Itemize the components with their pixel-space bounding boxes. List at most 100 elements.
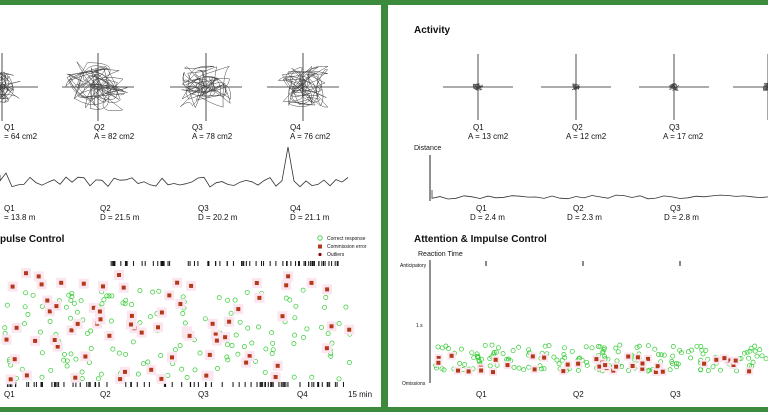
correct-response-point	[123, 351, 129, 357]
correct-response-point	[670, 344, 676, 349]
commission-error-point	[722, 356, 727, 361]
q1-distance: = 13.8 m	[4, 213, 36, 222]
commission-error-point	[660, 369, 665, 374]
commission-error-point	[280, 314, 285, 319]
correct-response-point	[244, 289, 250, 295]
commission-error-point	[603, 363, 608, 368]
correct-response-point	[233, 332, 239, 338]
commission-error-point	[329, 324, 334, 329]
commission-error-point	[635, 355, 640, 360]
movement-trajectory	[762, 82, 768, 92]
commission-error-point	[107, 333, 112, 338]
correct-response-point	[667, 367, 673, 373]
commission-error-point	[630, 364, 635, 368]
correct-response-point	[68, 297, 74, 303]
correct-response-point	[322, 304, 327, 310]
correct-response-point	[734, 368, 740, 374]
correct-response-point	[182, 320, 188, 326]
commission-error-point	[275, 363, 280, 368]
correct-response-point	[675, 361, 681, 367]
correct-response-point	[130, 339, 136, 345]
commission-error-point	[733, 358, 738, 363]
correct-response-point	[180, 311, 186, 316]
correct-response-point	[63, 304, 69, 310]
correct-response-point	[742, 350, 747, 356]
movement-trajectory	[65, 61, 128, 112]
commission-error-point	[36, 274, 41, 279]
correct-response-point	[626, 368, 631, 373]
commission-error-point	[284, 283, 289, 288]
correct-response-point	[744, 349, 750, 355]
commission-error-point	[714, 357, 719, 362]
correct-response-point	[101, 297, 107, 303]
correct-response-point	[192, 367, 198, 373]
q4-distance: D = 21.1 m	[290, 213, 330, 222]
commission-error-point	[614, 364, 619, 369]
correct-response-point	[336, 321, 342, 327]
correct-response-point	[526, 364, 532, 370]
attention-scatter	[433, 261, 768, 377]
legend-outlier-label: Outliers	[327, 252, 345, 258]
commission-error-point	[101, 284, 105, 289]
commission-error-point	[59, 280, 64, 285]
correct-response-point	[150, 289, 156, 295]
r-q3-distance-label: Q3	[670, 204, 681, 213]
commission-error-point	[117, 273, 121, 277]
correct-response-point	[541, 366, 547, 372]
correct-response-point	[494, 362, 500, 368]
correct-response-point	[705, 368, 711, 374]
correct-response-point	[37, 329, 43, 335]
correct-response-point	[21, 321, 27, 327]
correct-response-point	[253, 358, 258, 364]
activity-title: Activity	[414, 25, 451, 36]
left-report-panel: Q1 = 64 cm2 Q2 A = 82 cm2 Q3 A = 78 cm2 …	[0, 5, 381, 407]
movement-trajectory	[180, 65, 231, 109]
commission-error-point	[236, 307, 241, 312]
commission-error-point	[210, 321, 215, 326]
correct-response-point	[2, 325, 8, 331]
correct-response-point	[336, 376, 342, 382]
commission-error-point	[747, 369, 752, 374]
commission-error-point	[493, 357, 498, 362]
correct-response-point	[613, 345, 619, 351]
correct-response-point	[658, 352, 664, 358]
correct-response-point	[4, 302, 10, 308]
correct-response-point	[500, 351, 506, 357]
commission-error-point	[213, 332, 218, 337]
commission-error-point	[167, 293, 172, 298]
correct-response-point	[605, 356, 611, 362]
correct-response-point	[752, 348, 758, 354]
correct-response-point	[474, 353, 480, 359]
correct-response-point	[677, 347, 683, 353]
commission-error-point	[178, 302, 183, 306]
commission-error-point	[646, 356, 650, 361]
impulse-x-q4: Q4	[297, 390, 308, 399]
commission-error-point	[594, 357, 599, 362]
movement-trajectory	[668, 82, 680, 92]
distance-line	[0, 146, 349, 188]
r-q1-distance-label: Q1	[476, 204, 487, 213]
correct-response-point	[61, 357, 67, 363]
correct-response-point	[74, 309, 80, 315]
commission-error-point	[576, 361, 581, 366]
correct-response-point	[763, 356, 768, 362]
commission-error-point	[640, 366, 645, 371]
correct-response-point	[270, 347, 276, 353]
commission-error-point	[542, 355, 547, 360]
correct-response-point	[262, 369, 268, 375]
commission-error-point	[273, 375, 278, 379]
activity-trajectory-plots	[443, 54, 768, 120]
correct-response-point	[554, 357, 560, 363]
correct-response-point	[291, 374, 297, 380]
commission-error-point	[466, 369, 471, 374]
correct-response-point	[516, 365, 522, 371]
correct-response-point	[108, 318, 114, 324]
correct-response-point	[98, 371, 104, 377]
correct-response-point	[589, 345, 595, 351]
correct-response-point	[746, 355, 752, 361]
commission-error-point	[98, 317, 103, 322]
correct-response-point	[120, 300, 126, 306]
correct-response-point	[95, 376, 101, 382]
commission-error-point	[159, 310, 164, 315]
q3-area: A = 78 cm2	[192, 132, 233, 141]
